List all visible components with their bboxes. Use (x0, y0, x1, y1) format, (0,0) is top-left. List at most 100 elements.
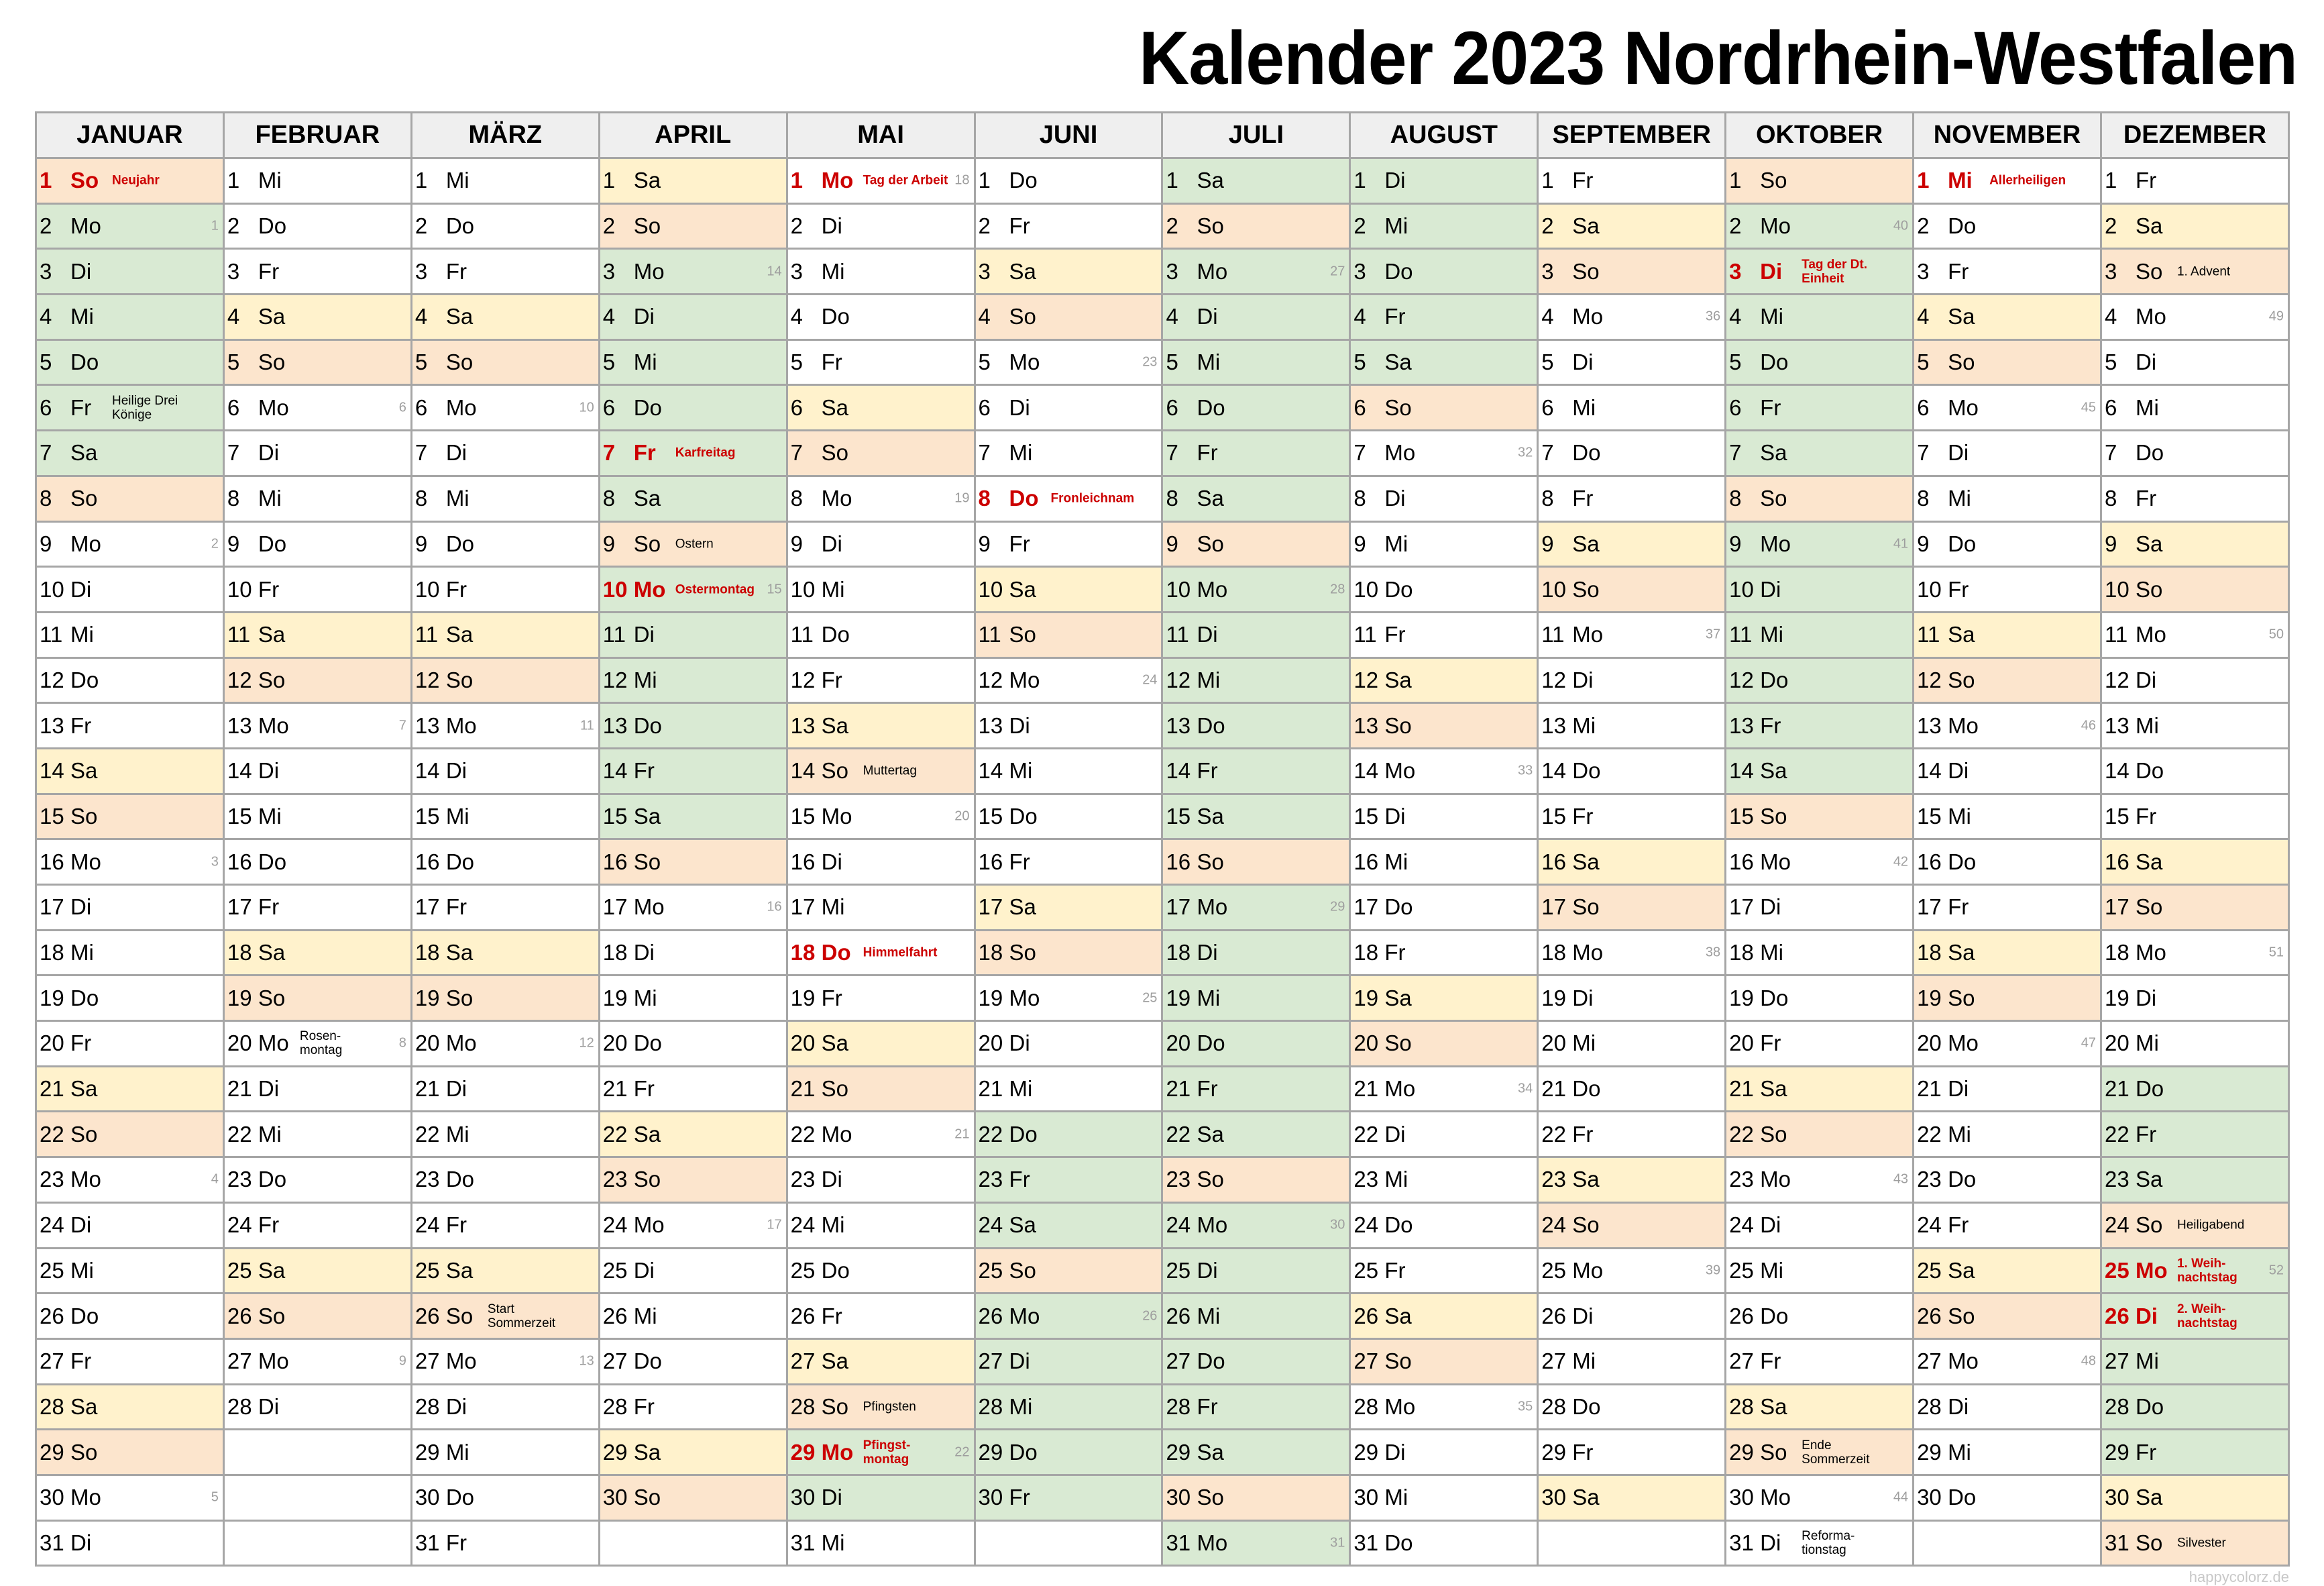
day-cell[interactable]: 4 Mi (1724, 293, 1915, 341)
day-cell[interactable]: 15 Sa (1161, 792, 1351, 841)
day-cell[interactable]: 15 Fr (2099, 792, 2290, 841)
day-cell[interactable]: 19 Sa (1349, 974, 1539, 1022)
day-cell[interactable]: 18 Di (598, 929, 788, 977)
day-cell[interactable]: 16 Do (222, 838, 412, 886)
day-cell[interactable]: 19 So (222, 974, 412, 1022)
day-cell[interactable]: 28 Mo 35 (1349, 1383, 1539, 1431)
day-cell[interactable]: 5 Di (2099, 338, 2290, 386)
day-cell[interactable]: 1 Do (973, 157, 1164, 205)
day-cell[interactable]: 5 Mi (598, 338, 788, 386)
day-cell[interactable]: 2 Do (222, 202, 412, 250)
day-cell[interactable]: 16 So (598, 838, 788, 886)
day-cell[interactable]: 15 Mo 20 (785, 792, 976, 841)
day-cell[interactable]: 11 So (973, 611, 1164, 659)
day-cell[interactable]: 19 Do (1724, 974, 1915, 1022)
day-cell[interactable]: 13 So (1349, 702, 1539, 749)
day-cell[interactable]: 9 Fr (973, 520, 1164, 568)
day-cell[interactable]: 3 Fr (1912, 248, 2102, 296)
day-cell[interactable]: 19 Mo 25 (973, 974, 1164, 1022)
day-cell[interactable]: 8 Sa (598, 474, 788, 523)
day-cell[interactable]: 6 Mi (1537, 384, 1727, 432)
day-cell[interactable]: 15 Mi (1912, 792, 2102, 841)
day-cell[interactable]: 15 Do (973, 792, 1164, 841)
day-cell[interactable]: 23 Di (785, 1156, 976, 1204)
day-cell[interactable]: 10 Fr (1912, 566, 2102, 613)
day-cell[interactable]: 4 Di (598, 293, 788, 341)
day-cell[interactable]: 5 Di (1537, 338, 1727, 386)
day-cell[interactable]: 20 Mi (2099, 1020, 2290, 1067)
day-cell[interactable]: 23 Do (222, 1156, 412, 1204)
day-cell[interactable]: 1 Mi (410, 157, 600, 205)
day-cell[interactable]: 13 Mi (1537, 702, 1727, 749)
day-cell[interactable]: 20 Mi (1537, 1020, 1727, 1067)
day-cell[interactable]: 11 Sa (1912, 611, 2102, 659)
day-cell[interactable]: 26 Do (35, 1292, 225, 1340)
day-cell[interactable]: 7 Di (1912, 429, 2102, 477)
day-cell[interactable]: 8 So (1724, 474, 1915, 523)
day-cell[interactable]: 20 Fr (1724, 1020, 1915, 1067)
day-cell[interactable]: 10 Mo Ostermontag 15 (598, 566, 788, 613)
day-cell[interactable]: 3 Fr (410, 248, 600, 296)
day-cell[interactable]: 15 Mi (410, 792, 600, 841)
day-cell[interactable]: 30 Di (785, 1473, 976, 1522)
day-cell[interactable]: 10 So (2099, 566, 2290, 613)
day-cell[interactable]: 10 Fr (222, 566, 412, 613)
day-cell[interactable]: 31 Do (1349, 1519, 1539, 1567)
day-cell[interactable]: 28 Sa (35, 1383, 225, 1431)
day-cell[interactable]: 6 Di (973, 384, 1164, 432)
day-cell[interactable]: 28 Di (222, 1383, 412, 1431)
day-cell[interactable]: 21 Mi (973, 1065, 1164, 1113)
day-cell[interactable]: 11 Sa (410, 611, 600, 659)
day-cell[interactable]: 24 So (1537, 1201, 1727, 1249)
day-cell[interactable]: 1 Di (1349, 157, 1539, 205)
day-cell[interactable]: 5 So (1912, 338, 2102, 386)
day-cell[interactable]: 26 Mo 26 (973, 1292, 1164, 1340)
day-cell[interactable]: 31 So Silvester (2099, 1519, 2290, 1567)
day-cell[interactable]: 17 Fr (410, 884, 600, 931)
day-cell[interactable]: 23 Do (410, 1156, 600, 1204)
day-cell[interactable]: 13 Do (1161, 702, 1351, 749)
day-cell[interactable]: 16 Sa (2099, 838, 2290, 886)
day-cell[interactable]: 24 Mo 17 (598, 1201, 788, 1249)
day-cell[interactable]: 6 Mi (2099, 384, 2290, 432)
day-cell[interactable]: 1 So Neujahr (35, 157, 225, 205)
day-cell[interactable]: 12 Mi (598, 656, 788, 704)
day-cell[interactable]: 13 Mo 46 (1912, 702, 2102, 749)
day-cell[interactable]: 1 Mi Allerheiligen (1912, 157, 2102, 205)
day-cell[interactable]: 26 Mi (598, 1292, 788, 1340)
day-cell[interactable]: 28 Fr (1161, 1383, 1351, 1431)
day-cell[interactable]: 20 Mo Rosen- montag 8 (222, 1020, 412, 1067)
day-cell[interactable]: 9 Mo 2 (35, 520, 225, 568)
day-cell[interactable]: 2 Sa (2099, 202, 2290, 250)
day-cell[interactable]: 12 Fr (785, 656, 976, 704)
day-cell[interactable]: 10 Mo 28 (1161, 566, 1351, 613)
day-cell[interactable]: 24 Mi (785, 1201, 976, 1249)
day-cell[interactable]: 15 So (1724, 792, 1915, 841)
day-cell[interactable]: 23 So (598, 1156, 788, 1204)
day-cell[interactable]: 26 Do (1724, 1292, 1915, 1340)
day-cell[interactable]: 3 So (1537, 248, 1727, 296)
day-cell[interactable]: 14 Mi (973, 747, 1164, 795)
day-cell[interactable]: 29 Di (1349, 1428, 1539, 1476)
day-cell[interactable]: 8 Di (1349, 474, 1539, 523)
day-cell[interactable]: 8 Do Fronleichnam (973, 474, 1164, 523)
day-cell[interactable]: 7 Di (222, 429, 412, 477)
day-cell[interactable]: 11 Di (598, 611, 788, 659)
day-cell[interactable]: 27 Mo 13 (410, 1337, 600, 1385)
day-cell[interactable]: 11 Mo 37 (1537, 611, 1727, 659)
day-cell[interactable]: 18 Sa (410, 929, 600, 977)
day-cell[interactable]: 24 Di (35, 1201, 225, 1249)
day-cell[interactable]: 22 Fr (2099, 1110, 2290, 1159)
day-cell[interactable]: 9 So (1161, 520, 1351, 568)
day-cell[interactable]: 6 Fr (1724, 384, 1915, 432)
day-cell[interactable]: 10 Mi (785, 566, 976, 613)
day-cell[interactable]: 18 Sa (222, 929, 412, 977)
day-cell[interactable]: 27 Fr (1724, 1337, 1915, 1385)
day-cell[interactable]: 14 So Muttertag (785, 747, 976, 795)
day-cell[interactable]: 27 Mi (2099, 1337, 2290, 1385)
day-cell[interactable]: 28 Mi (973, 1383, 1164, 1431)
day-cell[interactable]: 6 So (1349, 384, 1539, 432)
day-cell[interactable]: 19 Di (1537, 974, 1727, 1022)
day-cell[interactable]: 2 Fr (973, 202, 1164, 250)
day-cell[interactable]: 6 Mo 6 (222, 384, 412, 432)
